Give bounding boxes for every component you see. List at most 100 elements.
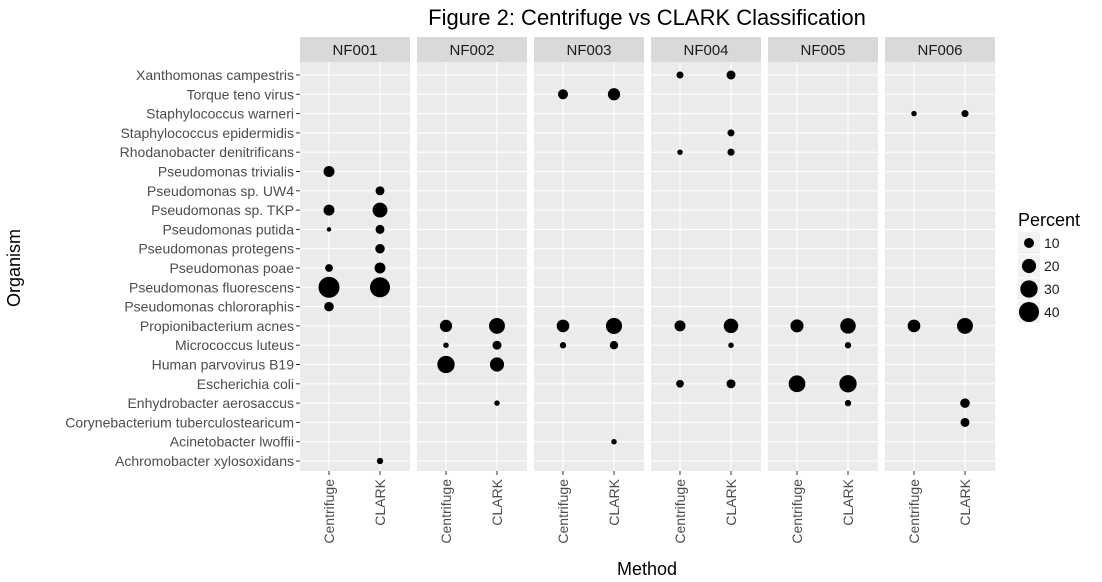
data-point: [326, 227, 332, 232]
x-tick-label: CLARK: [372, 478, 388, 525]
panel-background: [417, 62, 527, 471]
y-tick-label: Pseudomonas poae: [169, 260, 294, 276]
y-tick-label: Corynebacterium tuberculostearicum: [65, 414, 294, 430]
y-tick-label: Xanthomonas campestris: [136, 67, 294, 83]
x-tick-label: CLARK: [723, 478, 739, 525]
facet-strip-label: NF003: [566, 42, 611, 59]
x-tick-label: Centrifuge: [789, 479, 805, 544]
panel-background: [534, 62, 644, 471]
data-point: [961, 110, 969, 118]
facet-strip-label: NF006: [917, 42, 962, 59]
x-tick-label: Centrifuge: [438, 479, 454, 544]
data-point: [726, 70, 736, 80]
data-point: [728, 342, 734, 348]
data-point: [375, 243, 385, 254]
y-tick-label: Pseudomonas trivialis: [158, 164, 294, 180]
data-point: [607, 88, 621, 101]
data-point: [790, 319, 804, 333]
y-tick-label: Pseudomonas sp. UW4: [147, 183, 294, 199]
x-axis-title: Method: [617, 559, 677, 579]
y-tick-label: Rhodanobacter denitrificans: [120, 144, 294, 160]
y-tick-label: Pseudomonas chlororaphis: [124, 299, 294, 315]
data-point: [960, 398, 970, 408]
data-point: [372, 202, 388, 218]
data-point: [727, 129, 735, 137]
facet-panel: NF004 Centrifuge CLARK: [651, 37, 761, 544]
y-tick-label: Pseudomonas sp. TKP: [151, 202, 294, 218]
facet-panel: NF003 Centrifuge CLARK: [534, 37, 644, 544]
chart-title: Figure 2: Centrifuge vs CLARK Classifica…: [428, 5, 866, 30]
y-tick-label: Micrococcus luteus: [175, 337, 294, 353]
data-point: [494, 400, 500, 406]
legend-label: 10: [1044, 235, 1060, 251]
data-point: [677, 149, 683, 155]
data-point: [907, 319, 921, 333]
data-point: [611, 438, 617, 445]
x-tick-label: Centrifuge: [555, 479, 571, 544]
legend-key-point: [1020, 280, 1038, 298]
x-tick-label: Centrifuge: [321, 479, 337, 544]
facet-panel: NF005 Centrifuge CLARK: [768, 37, 878, 544]
data-point: [492, 340, 502, 350]
y-tick-label: Propionibacterium acnes: [140, 318, 294, 334]
data-point: [839, 375, 857, 393]
y-tick-label: Human parvovirus B19: [152, 357, 295, 373]
data-point: [556, 319, 570, 333]
y-tick-label: Acinetobacter lwoffii: [170, 434, 294, 450]
panel-background: [885, 62, 995, 471]
facet-strip: [885, 37, 995, 62]
data-point: [676, 71, 684, 79]
legend-key-point: [1023, 237, 1035, 249]
data-point: [559, 342, 567, 349]
facet-strip-label: NF002: [449, 42, 494, 59]
data-point: [439, 319, 453, 333]
data-point: [844, 399, 852, 407]
legend-label: 20: [1044, 258, 1060, 274]
data-point: [443, 342, 449, 348]
data-point: [489, 357, 505, 372]
x-tick-label: CLARK: [840, 478, 856, 525]
y-tick-label: Pseudomonas putida: [162, 221, 294, 237]
size-legend: Percent 10 20 30 40: [1018, 210, 1080, 323]
data-point: [609, 341, 619, 350]
y-tick-label: Achromobacter xylosoxidans: [115, 453, 294, 469]
x-tick-label: Centrifuge: [906, 479, 922, 544]
data-point: [911, 110, 917, 117]
panels: NF001 Centrifuge CLARK NF002 Centrifuge CLARK…: [300, 37, 995, 544]
data-point: [788, 375, 806, 393]
facet-strip: [300, 37, 410, 62]
x-tick-label: CLARK: [606, 478, 622, 525]
data-point: [374, 262, 386, 274]
data-point: [437, 355, 455, 374]
data-point: [957, 317, 973, 334]
data-point: [324, 301, 334, 312]
facet-strip: [534, 37, 644, 62]
data-point: [605, 317, 623, 334]
data-point: [489, 317, 505, 334]
data-point: [726, 379, 736, 389]
data-point: [376, 457, 384, 465]
y-tick-label: Escherichia coli: [197, 376, 294, 392]
legend-key-point: [1021, 258, 1037, 274]
legend-label: 40: [1044, 304, 1060, 320]
data-point: [727, 148, 735, 156]
facet-panel: NF001 Centrifuge CLARK: [300, 37, 410, 544]
panel-background: [300, 62, 410, 471]
data-point: [674, 320, 686, 332]
legend-title: Percent: [1018, 210, 1080, 230]
x-tick-label: CLARK: [957, 478, 973, 525]
data-point: [676, 379, 684, 388]
legend-key-point: [1018, 301, 1040, 323]
panel-background: [651, 62, 761, 471]
facet-panel: NF002 Centrifuge CLARK: [417, 37, 527, 544]
data-point: [844, 342, 852, 349]
facet-strip-label: NF004: [683, 42, 728, 59]
data-point: [960, 417, 970, 427]
data-point: [318, 276, 340, 298]
data-point: [323, 204, 335, 216]
x-tick-label: CLARK: [489, 478, 505, 525]
data-point: [840, 318, 856, 334]
facet-strip-label: NF005: [800, 42, 845, 59]
data-point: [325, 264, 333, 272]
y-axis-title: Organism: [4, 229, 24, 307]
